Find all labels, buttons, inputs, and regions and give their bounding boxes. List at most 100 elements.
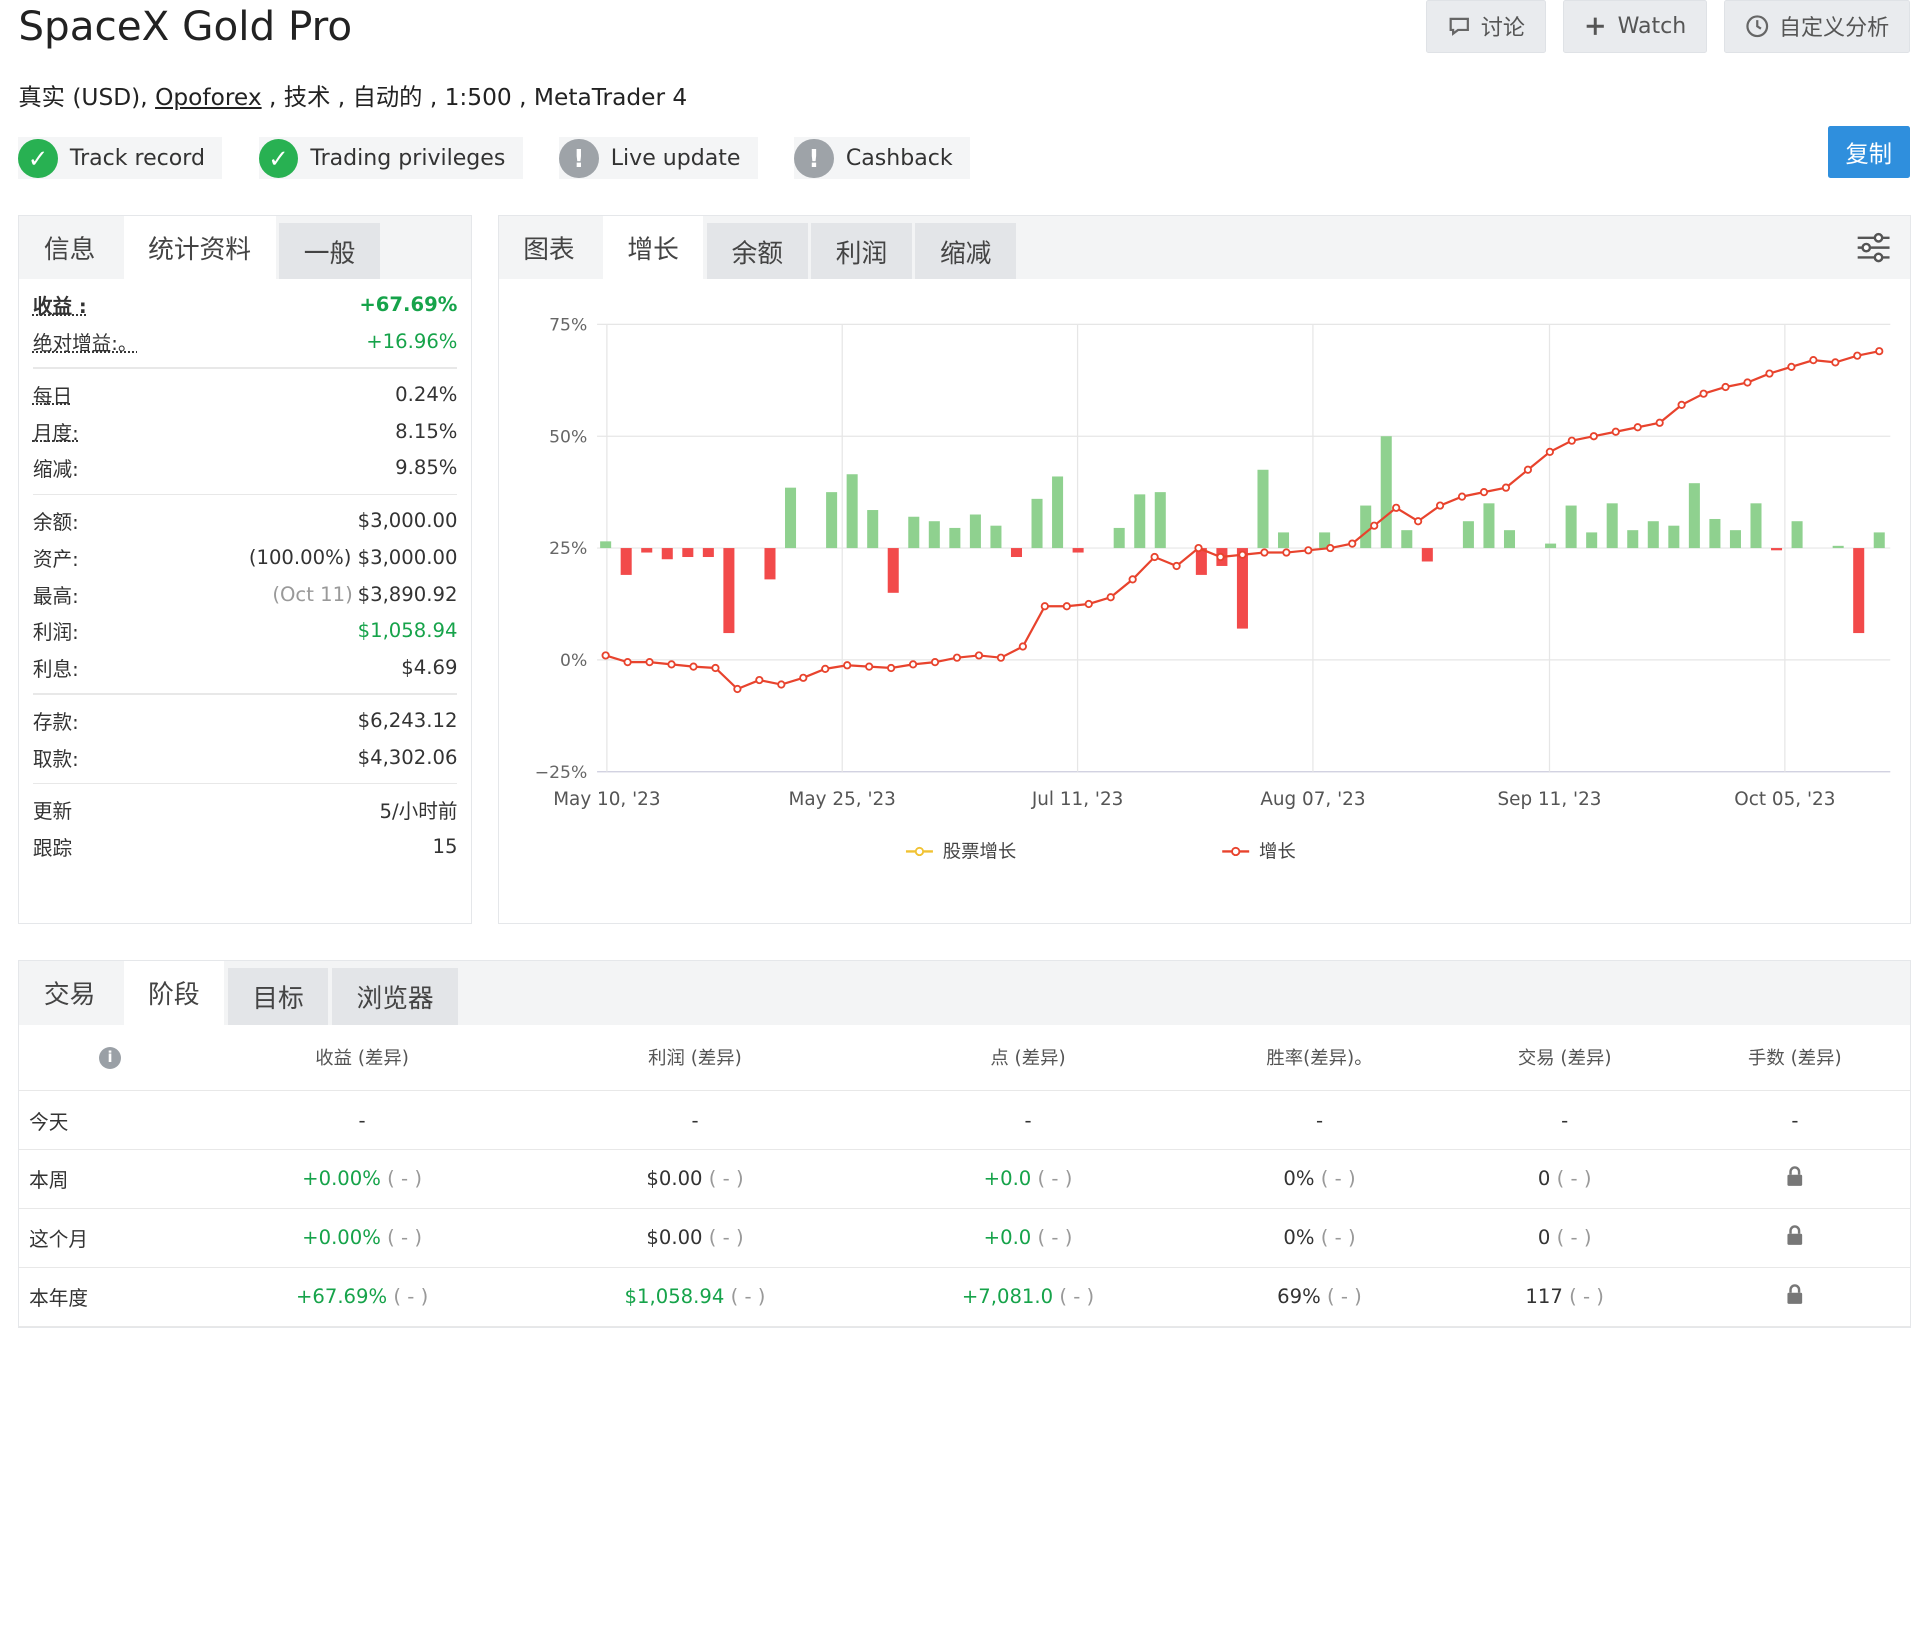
growth-bar (1503, 530, 1515, 549)
col-header: 手数 (差异) (1679, 1024, 1910, 1092)
stat-value: +67.69% (359, 293, 458, 317)
y-tick-label: 75% (549, 316, 587, 336)
profit-cell: $0.00 ( - ) (523, 1208, 867, 1268)
tab-growth[interactable]: 增长 (602, 215, 704, 280)
growth-bar (990, 525, 1002, 549)
growth-point (1281, 548, 1291, 557)
growth-point (1259, 548, 1269, 557)
gain-cell: +67.69% ( - ) (200, 1267, 524, 1327)
lock-icon (1785, 1166, 1805, 1192)
tab-statistics[interactable]: 统计资料 (123, 215, 276, 280)
stat-monthly: 月度: 8.15% (33, 413, 458, 450)
stat-equity: 资产: (100.00%) $3,000.00 (33, 539, 458, 576)
stat-label[interactable]: 月度: (32, 421, 79, 445)
tab-drawdown[interactable]: 缩减 (915, 222, 1016, 280)
growth-chart: 75% 50% 25% 0% −25% May 10, '23 May 25, '23 Jul… (534, 316, 1890, 863)
info-icon[interactable]: i (99, 1046, 122, 1069)
discuss-label: 讨论 (1480, 16, 1525, 42)
growth-bar (1873, 532, 1885, 549)
stat-value: 5/小时前 (379, 800, 458, 824)
stat-label[interactable]: 收益 : (32, 295, 87, 319)
badge-cashback[interactable]: ! Cashback (794, 137, 970, 179)
stat-amount: $3,890.92 (357, 582, 458, 606)
gain-cell: +0.00% ( - ) (200, 1208, 524, 1268)
lots-cell (1679, 1208, 1910, 1268)
y-tick-label: 0% (560, 651, 587, 671)
tab-general[interactable]: 一般 (279, 222, 380, 280)
stat-label: 余额: (32, 511, 79, 535)
lots-cell: - (1679, 1090, 1910, 1151)
badge-trading-privileges[interactable]: ✓ Trading privileges (258, 137, 523, 179)
chart-tabs: 图表 增长 余额 利润 缩减 (498, 215, 1911, 280)
badge-label: Track record (69, 145, 205, 171)
growth-bar (887, 548, 899, 594)
legend-marker-growth (1230, 847, 1240, 857)
growth-point (1852, 351, 1862, 361)
growth-bar (1195, 548, 1207, 576)
discuss-button[interactable]: 讨论 (1425, 0, 1546, 53)
stat-value: $4.69 (401, 656, 458, 680)
growth-point (1479, 488, 1488, 497)
stat-label: 跟踪 (32, 837, 73, 861)
tab-periods[interactable]: 阶段 (123, 960, 225, 1025)
stat-note: (100.00%) (248, 545, 352, 569)
x-tick-label: Oct 05, '23 (1734, 789, 1835, 810)
growth-point (864, 662, 873, 671)
lock-icon (1785, 1284, 1805, 1310)
growth-point (1106, 593, 1115, 602)
stat-value: (100.00%) $3,000.00 (249, 546, 458, 569)
periods-table: i 收益 (差异) 利润 (差异) 点 (差异) 胜率(差异)。 交易 (差异)… (19, 1024, 1910, 1327)
tab-goals[interactable]: 目标 (227, 968, 329, 1025)
growth-bar (1462, 521, 1474, 549)
stat-value: $4,302.06 (357, 745, 458, 769)
tab-info[interactable]: 信息 (19, 215, 120, 280)
badge-live-update[interactable]: ! Live update (559, 137, 758, 179)
badge-label: Live update (610, 145, 741, 171)
growth-bar (784, 487, 796, 549)
tab-browser[interactable]: 浏览器 (331, 968, 459, 1025)
badge-track-record[interactable]: ✓ Track record (18, 137, 223, 179)
stat-label[interactable]: 绝对增益:。 (32, 332, 138, 356)
growth-point (689, 662, 698, 671)
growth-point (1830, 358, 1840, 367)
trades-cell: 117 ( - ) (1449, 1267, 1680, 1327)
period-label: 本周 (19, 1149, 201, 1209)
custom-analysis-button[interactable]: 自定义分析 (1724, 0, 1910, 53)
winrate-cell: 0% ( - ) (1189, 1208, 1450, 1268)
pips-cell: +0.0 ( - ) (866, 1149, 1190, 1209)
growth-point (798, 673, 808, 683)
chart-panel: 图表 增长 余额 利润 缩减 75% 50% 25% 0% −25% May 10, '2… (497, 214, 1912, 925)
watch-button[interactable]: Watch (1562, 0, 1707, 53)
period-label: 本年度 (19, 1267, 201, 1327)
tab-balance[interactable]: 余额 (707, 222, 808, 280)
growth-point (1238, 550, 1247, 560)
growth-point (1567, 436, 1576, 446)
growth-bar (599, 541, 611, 549)
growth-bar (1154, 492, 1166, 549)
stat-label: 缩减: (32, 458, 79, 482)
periods-body: 今天 - - - - - - 本周 +0.00% ( - ) $0.00 ( - ) +0.0 ( … (19, 1090, 1910, 1327)
col-header: 利润 (差异) (523, 1024, 867, 1092)
broker-link[interactable]: Opoforex (155, 84, 262, 112)
growth-bar (1031, 499, 1043, 549)
stats-tabs: 信息 统计资料 一般 (19, 215, 471, 280)
tab-trades[interactable]: 交易 (19, 960, 120, 1025)
growth-point (930, 658, 939, 667)
growth-bar (1236, 548, 1248, 629)
growth-bar (1257, 469, 1269, 549)
trades-cell: 0 ( - ) (1449, 1208, 1680, 1268)
growth-point (1084, 600, 1093, 609)
chart-settings-icon[interactable] (1854, 228, 1893, 267)
growth-bar (1318, 532, 1330, 549)
col-header: 收益 (差异) (200, 1024, 524, 1092)
stat-label[interactable]: 每日 (32, 384, 73, 408)
growth-point (1874, 347, 1884, 356)
tab-profit[interactable]: 利润 (811, 222, 912, 280)
growth-point (1150, 553, 1159, 562)
stat-value: +16.96% (366, 330, 458, 354)
stat-label: 利息: (32, 658, 79, 682)
copy-button[interactable]: 复制 (1827, 126, 1910, 178)
tab-chart[interactable]: 图表 (498, 215, 600, 280)
growth-point (886, 664, 895, 673)
growth-bar (1483, 503, 1495, 549)
